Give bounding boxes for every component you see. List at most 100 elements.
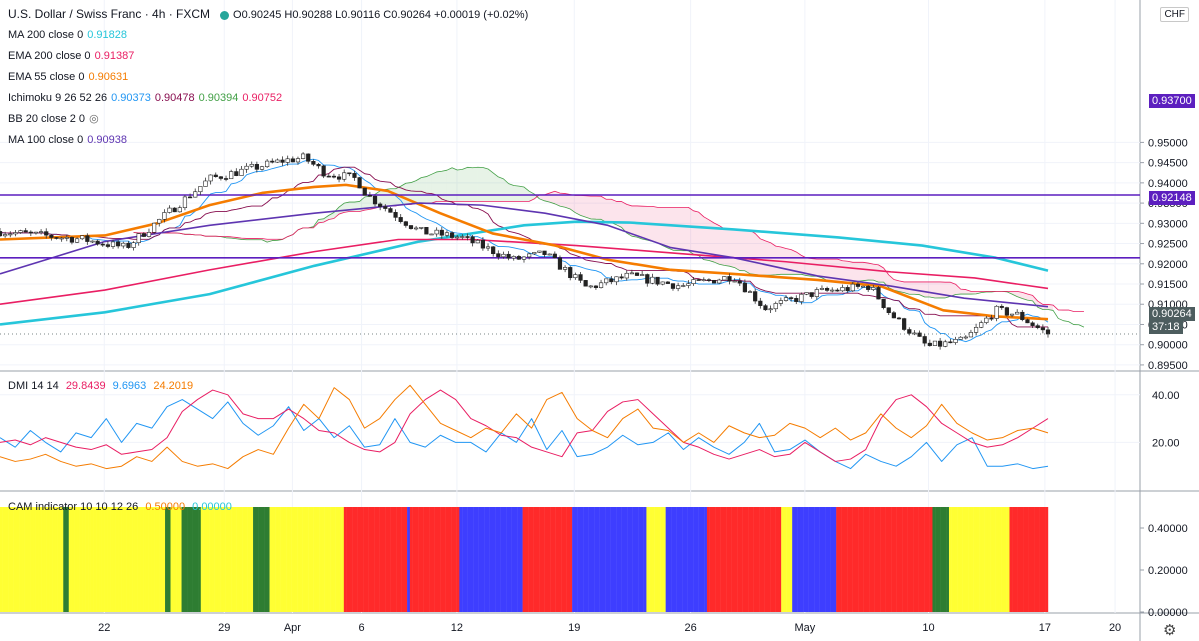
- candle-body: [485, 246, 491, 249]
- cam-bar: [561, 507, 565, 612]
- cam-bar: [605, 507, 609, 612]
- cam-bar: [940, 507, 944, 612]
- x-tick-label: May: [794, 622, 815, 634]
- cam-bar: [877, 507, 881, 612]
- cam-bar: [57, 507, 61, 612]
- candle-body: [13, 232, 18, 235]
- cam-bar: [453, 507, 457, 612]
- candle-body: [938, 340, 943, 347]
- cam-bar: [638, 507, 642, 612]
- ichimoku-cloud-segment: [580, 195, 586, 218]
- cam-bar: [266, 507, 270, 612]
- cam-bar: [462, 507, 466, 612]
- cam-bar: [797, 507, 801, 612]
- cam-bar: [860, 507, 864, 612]
- cam-bar: [566, 507, 570, 612]
- ichimoku-cloud-segment: [847, 261, 853, 283]
- ichimoku-cloud-segment: [467, 167, 473, 202]
- cam-bar: [16, 507, 20, 612]
- ichimoku-cloud-segment: [924, 281, 930, 298]
- candle-body: [64, 237, 69, 239]
- cam-bar: [1036, 507, 1040, 612]
- cam-bar: [979, 507, 983, 612]
- ichimoku-cloud-segment: [672, 207, 679, 251]
- candle-body: [455, 236, 460, 239]
- cam-bar: [657, 507, 661, 612]
- cam-bar: [297, 507, 301, 612]
- cam-bar: [170, 507, 174, 612]
- cam-bar: [533, 507, 537, 612]
- candle-body: [146, 232, 152, 237]
- cam-bar: [866, 507, 870, 612]
- candle-body: [896, 317, 902, 320]
- candle-body: [958, 336, 963, 340]
- candle-body: [634, 272, 640, 276]
- cam-bar: [145, 507, 149, 612]
- cam-bar: [885, 507, 889, 612]
- cam-bar: [759, 507, 763, 612]
- ichimoku-cloud-segment: [498, 176, 504, 202]
- cam-bar: [1039, 507, 1043, 612]
- cam-bar: [673, 507, 677, 612]
- cam-bar: [869, 507, 873, 612]
- candle-body: [753, 291, 758, 302]
- cam-bar: [946, 507, 950, 612]
- ichimoku-cloud-segment: [760, 238, 766, 276]
- hidden-eye-icon[interactable]: ◎: [89, 113, 99, 125]
- candle-body: [973, 327, 979, 333]
- dmi-series-adx: [0, 384, 1049, 470]
- ichimoku-cloud-segment: [827, 259, 833, 282]
- cam-bar: [244, 507, 248, 612]
- cam-bar: [723, 507, 727, 612]
- cam-bar: [198, 507, 201, 612]
- ichimoku-cloud-segment: [883, 267, 889, 288]
- ichimoku-cloud-segment: [1048, 304, 1054, 311]
- cam-bar: [5, 507, 9, 612]
- cam-bar: [530, 507, 534, 612]
- candle-body: [881, 298, 886, 309]
- legend-value: 0.91828: [87, 29, 127, 41]
- cam-bar: [583, 507, 587, 612]
- candle-body: [419, 227, 424, 229]
- currency-button[interactable]: CHF: [1160, 7, 1189, 22]
- cam-bar: [217, 507, 221, 612]
- cam-bar: [943, 507, 947, 612]
- candle-body: [285, 158, 290, 163]
- candle-body: [259, 166, 265, 170]
- cam-bar: [844, 507, 848, 612]
- candle-body: [598, 282, 604, 288]
- cam-bar: [368, 507, 372, 612]
- cam-bar: [85, 507, 89, 612]
- cam-bar: [82, 507, 86, 612]
- cam-bar: [299, 507, 303, 612]
- cam-bar: [79, 507, 83, 612]
- cam-y-tick-label: 0.40000: [1148, 523, 1188, 535]
- cam-bar: [739, 507, 743, 612]
- candle-body: [8, 233, 13, 236]
- cam-bar: [695, 507, 699, 612]
- ichimoku-cloud-segment: [457, 169, 463, 202]
- cam-bar: [335, 507, 339, 612]
- cam-bar: [891, 507, 895, 612]
- candle-body: [229, 171, 234, 180]
- cam-bar: [8, 507, 12, 612]
- ichimoku-cloud-segment: [585, 195, 591, 219]
- cam-bar: [1001, 507, 1005, 612]
- cam-bar: [734, 507, 738, 612]
- settings-gear-icon[interactable]: ⚙: [1163, 622, 1177, 639]
- cam-bar: [211, 507, 215, 612]
- ichimoku-cloud-segment: [724, 228, 730, 267]
- cam-bar: [495, 507, 499, 612]
- cam-bar: [398, 507, 402, 612]
- cam-bar: [926, 507, 930, 612]
- candle-body: [932, 340, 938, 346]
- cam-bar: [165, 507, 168, 612]
- candle-body: [141, 233, 146, 237]
- cam-bar: [712, 507, 716, 612]
- cam-bar: [976, 507, 980, 612]
- ichimoku-cloud-segment: [837, 259, 843, 283]
- cam-bar: [44, 507, 47, 612]
- visibility-dot-icon[interactable]: [220, 10, 230, 20]
- cam-bar: [27, 507, 31, 612]
